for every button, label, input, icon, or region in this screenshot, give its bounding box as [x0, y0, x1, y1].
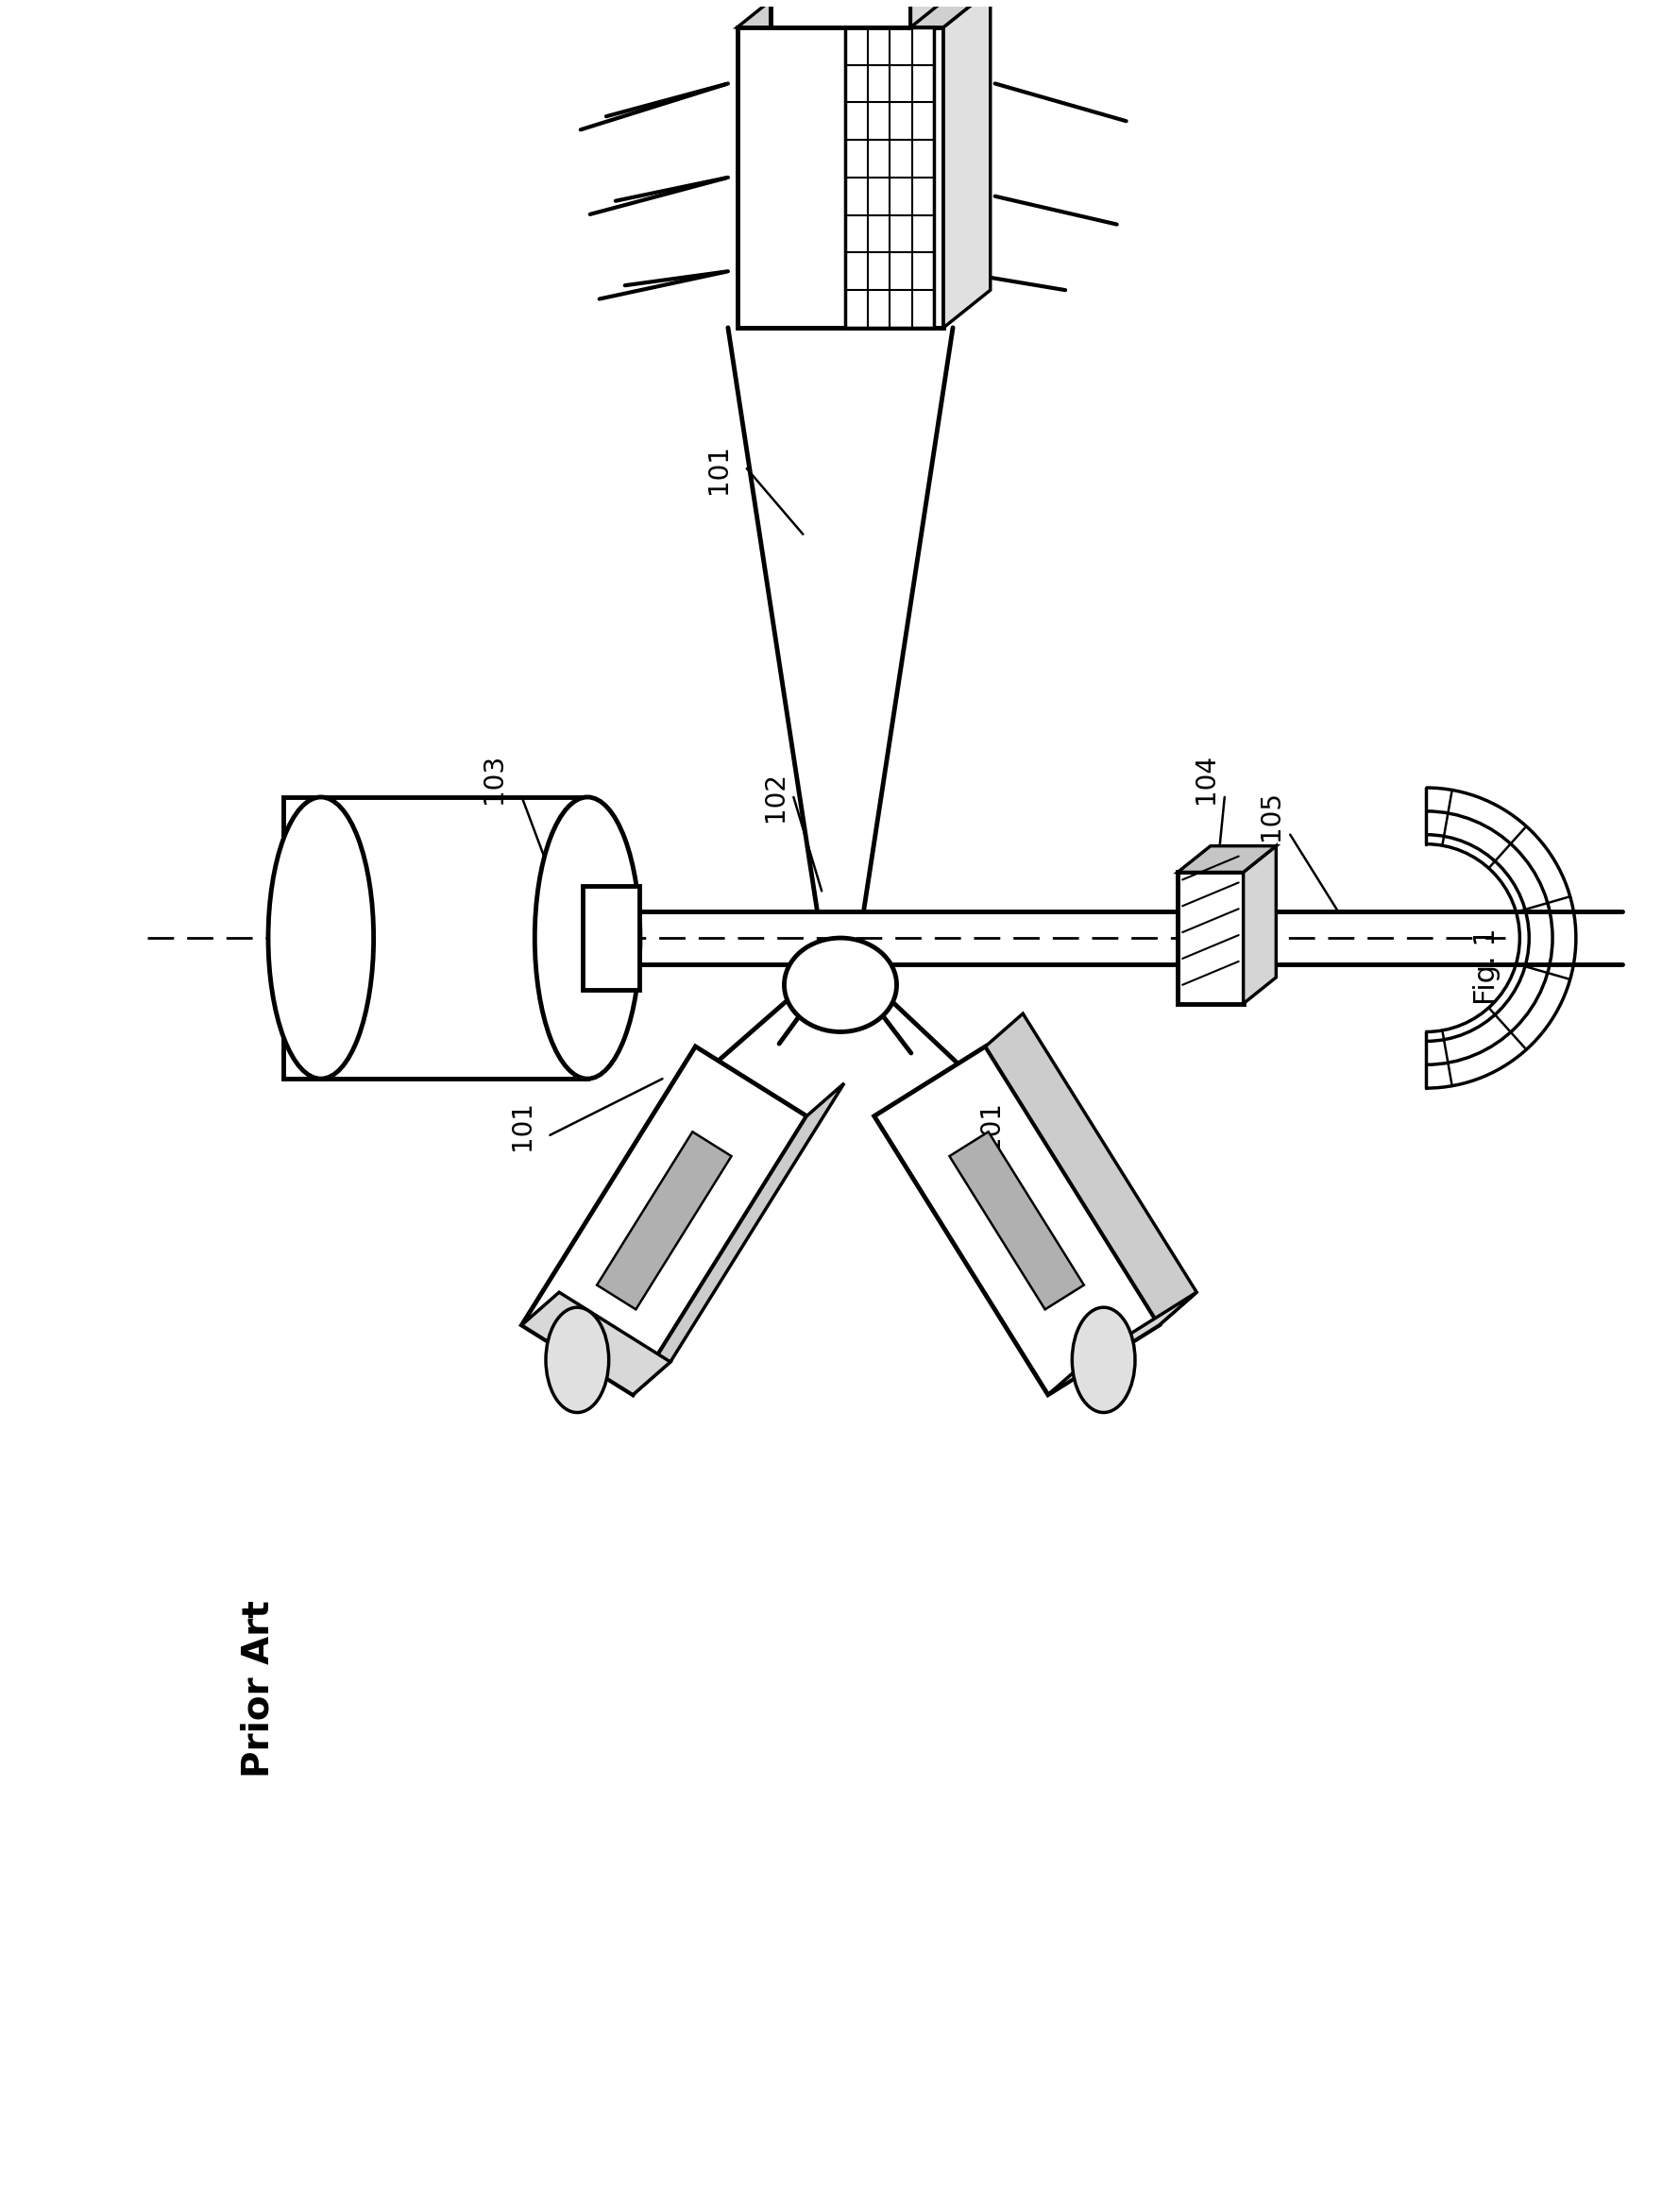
- Polygon shape: [986, 1013, 1197, 1325]
- Polygon shape: [1177, 845, 1276, 872]
- Text: 102: 102: [762, 772, 787, 823]
- Text: Prior Art: Prior Art: [240, 1599, 277, 1778]
- Polygon shape: [1244, 845, 1276, 1004]
- Text: 104: 104: [1192, 754, 1219, 803]
- Text: 105: 105: [1258, 792, 1284, 841]
- Polygon shape: [633, 1084, 845, 1396]
- Polygon shape: [771, 0, 910, 27]
- Ellipse shape: [269, 796, 374, 1079]
- Text: 101: 101: [509, 1102, 536, 1150]
- Polygon shape: [875, 1046, 1159, 1396]
- Polygon shape: [949, 1133, 1085, 1310]
- Polygon shape: [1048, 1292, 1197, 1396]
- Text: 103: 103: [480, 754, 507, 803]
- Polygon shape: [910, 0, 957, 27]
- Text: Fig. 1: Fig. 1: [1472, 927, 1501, 1004]
- Polygon shape: [522, 1046, 806, 1396]
- Ellipse shape: [1073, 1307, 1135, 1413]
- Polygon shape: [284, 796, 588, 1079]
- Polygon shape: [737, 27, 944, 327]
- Ellipse shape: [546, 1307, 609, 1413]
- Polygon shape: [737, 0, 991, 27]
- Polygon shape: [845, 27, 934, 327]
- Text: 101: 101: [705, 442, 732, 493]
- Text: 101: 101: [977, 1102, 1004, 1150]
- Ellipse shape: [784, 938, 897, 1031]
- Polygon shape: [583, 887, 640, 989]
- Ellipse shape: [534, 796, 640, 1079]
- Polygon shape: [598, 1133, 732, 1310]
- Polygon shape: [944, 0, 991, 327]
- Polygon shape: [1177, 872, 1244, 1004]
- Polygon shape: [522, 1292, 670, 1396]
